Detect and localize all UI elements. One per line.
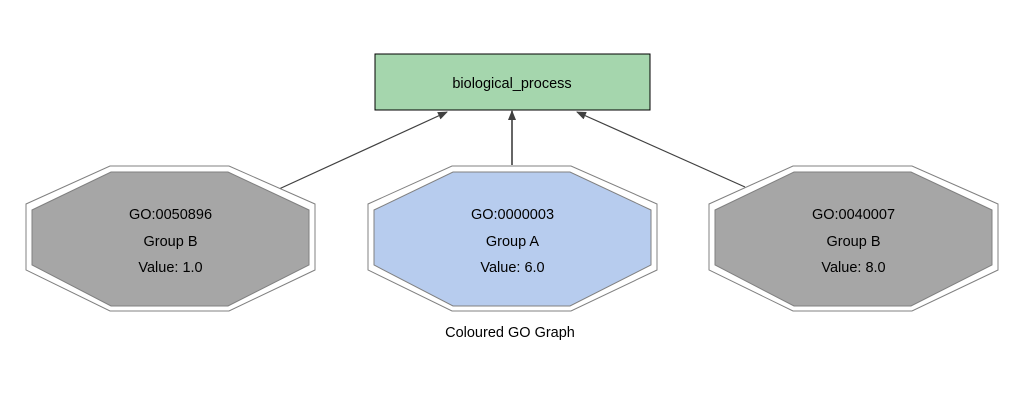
node-value: Value: 1.0 (138, 260, 202, 276)
node-go-id: GO:0040007 (812, 207, 895, 223)
node-octagon (31, 171, 310, 307)
root-label: biological_process (452, 76, 571, 92)
node-group: Group B (827, 234, 881, 250)
node-go-id: GO:0000003 (471, 207, 554, 223)
node-group: Group A (486, 234, 540, 250)
edges (278, 110, 746, 190)
go-term-node[interactable]: GO:0000003 Group A Value: 6.0 (367, 165, 658, 312)
node-group: Group B (144, 234, 198, 250)
root-node[interactable]: biological_process (374, 53, 651, 111)
node-value: Value: 8.0 (821, 260, 885, 276)
go-term-node[interactable]: GO:0050896 Group B Value: 1.0 (25, 165, 316, 312)
node-octagon (373, 171, 652, 307)
node-value: Value: 6.0 (480, 260, 544, 276)
edge-go0040007-to-root (576, 111, 746, 188)
node-go-id: GO:0050896 (129, 207, 212, 223)
edge-go0050896-to-root (278, 111, 448, 190)
graph-caption: Coloured GO Graph (445, 325, 575, 341)
node-octagon (714, 171, 993, 307)
go-term-node[interactable]: GO:0040007 Group B Value: 8.0 (708, 165, 999, 312)
